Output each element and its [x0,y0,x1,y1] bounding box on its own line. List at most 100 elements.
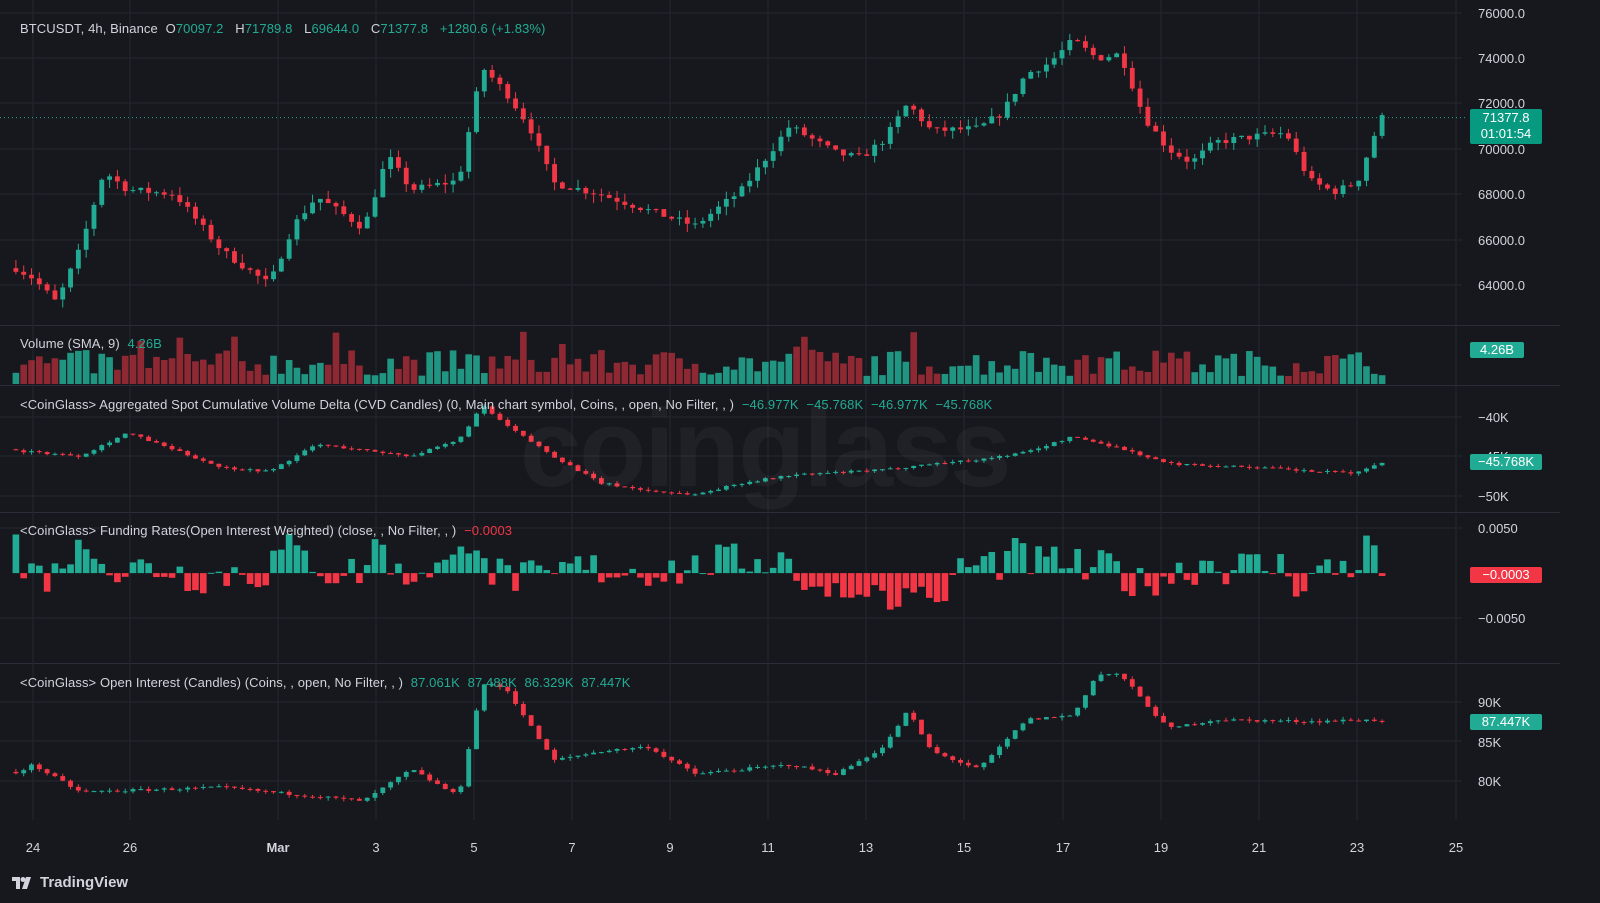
oi-candle [520,703,526,716]
price-candle [669,216,675,219]
cvd-candle [435,446,440,449]
oi-legend[interactable]: <CoinGlass> Open Interest (Candles) (Coi… [20,675,634,690]
volume-bar [153,356,160,384]
funding-bar [348,558,355,574]
price-candle [856,153,862,155]
symbol-label[interactable]: BTCUSDT, 4h, Binance [20,21,158,36]
oi-candle [1036,718,1042,720]
funding-bar [925,573,933,598]
cvd-candle [1098,441,1104,444]
cvd-candle [1020,451,1026,454]
price-candle [677,217,682,219]
oi-candle [505,687,511,692]
cvd-candle [450,441,456,444]
oi-candle [973,765,979,768]
funding-bar [199,573,207,594]
funding-legend[interactable]: <CoinGlass> Funding Rates(Open Interest … [20,523,516,538]
funding-bar [1331,573,1339,575]
cvd-candle [216,463,222,467]
oi-candle [317,797,323,799]
volume-bar [1183,351,1191,384]
oi-candle [255,789,261,791]
funding-bar [1105,553,1113,574]
cvd-candle [130,433,136,435]
price-candle [442,182,448,185]
volume-bar [1152,350,1160,384]
price-candle [317,198,323,203]
funding-bar [1074,549,1081,574]
cvd-candle [442,443,448,447]
price-candle [989,116,995,124]
price-candle [567,188,573,190]
cvd-tick: −50K [1478,489,1509,504]
cvd-legend[interactable]: <CoinGlass> Aggregated Spot Cumulative V… [20,397,996,412]
oi-candle [794,766,800,768]
cvd-candle [474,413,479,427]
cvd-candle [1122,446,1127,451]
oi-candle [442,783,448,790]
funding-bar [82,549,90,574]
volume-legend[interactable]: Volume (SMA, 9) 4.26B [20,336,166,351]
volume-bar [754,371,761,384]
volume-bar [215,353,223,384]
funding-bar [1043,556,1050,574]
oi-candle [185,787,191,790]
cvd-value-c: −45.768K [935,397,993,412]
volume-bar [1253,356,1261,384]
volume-bar [43,363,51,384]
cvd-candle [388,453,394,455]
cvd-candle [1090,439,1096,442]
funding-bar [957,558,964,574]
volume-bar [1238,375,1245,384]
oi-candle [1371,719,1377,721]
price-candle [208,224,214,240]
cvd-candle [1106,443,1112,447]
price-candle [130,190,136,192]
oi-candle [872,753,878,758]
oi-candle [1254,720,1260,722]
volume-bar [473,355,480,384]
funding-bar [254,573,262,588]
cvd-candle [208,460,214,464]
oi-candle [1317,721,1323,723]
cvd-candle [138,434,144,437]
funding-bar [1128,573,1136,597]
price-candle [333,203,339,207]
cvd-candle [427,448,433,454]
volume-bar [1316,373,1323,384]
funding-bar [1082,573,1089,580]
cvd-candle [396,453,401,455]
volume-bar [840,363,847,384]
funding-bar [363,565,371,574]
price-candle [1129,67,1135,89]
cvd-candle [513,425,518,431]
price-candle [60,287,66,300]
funding-bar [598,573,605,583]
oi-candle [965,762,971,766]
funding-bar [699,573,707,575]
oi-value-h: 87.488K [467,675,517,690]
volume-bar [114,369,121,384]
tradingview-logo[interactable]: TradingView [12,874,128,891]
volume-bar [1128,366,1136,384]
oi-candle [989,755,995,763]
funding-bar [801,573,808,590]
cvd-value-o: −46.977K [741,397,799,412]
volume-bar [418,375,426,384]
oi-candle [1270,720,1276,722]
cvd-candle [911,465,917,469]
volume-bar [629,364,636,384]
oi-candle [278,791,284,793]
funding-bar [1308,572,1316,574]
volume-bar [879,375,886,384]
funding-bar [270,550,277,574]
cvd-candle [1168,462,1174,464]
oi-candle [692,768,698,774]
price-candle [630,204,636,208]
price-candle [341,206,347,215]
oi-candle [723,770,729,772]
cvd-candle [575,465,581,472]
cvd-candle [185,451,191,456]
open-value: 70097.2 [175,21,224,36]
